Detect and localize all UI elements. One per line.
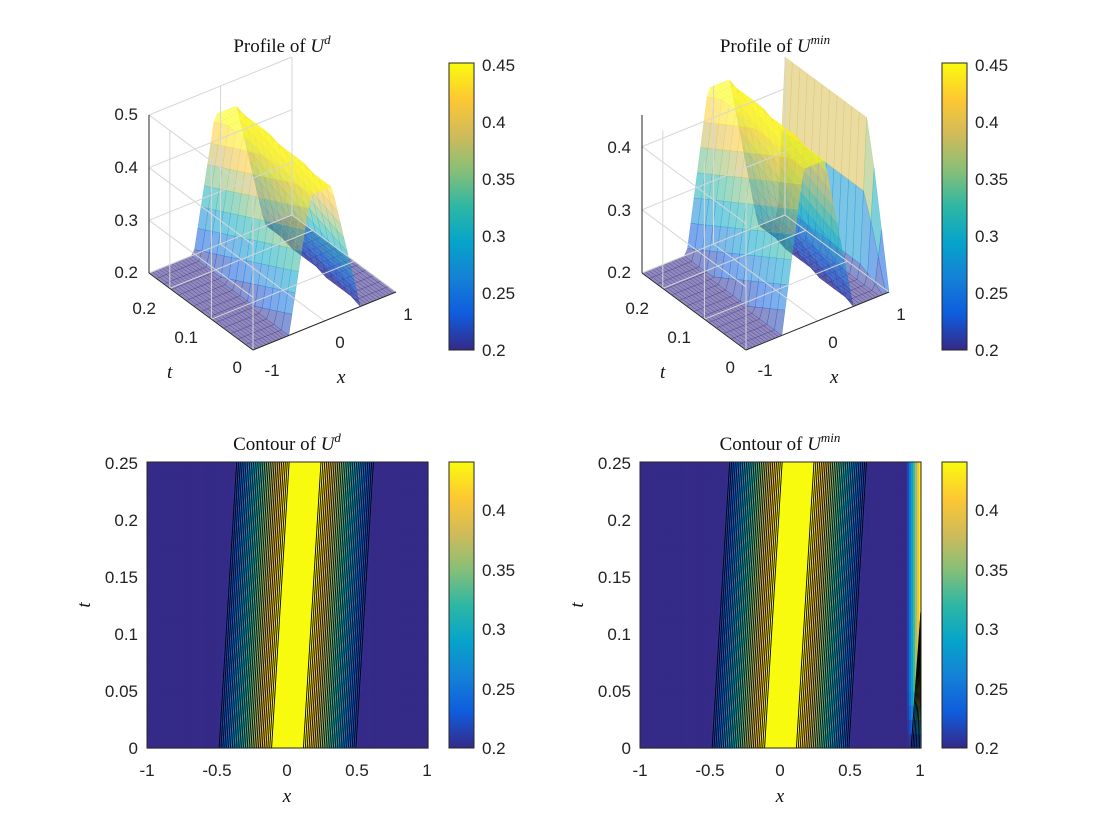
profile-ud-z-tick: 0.3 [114, 211, 138, 230]
profile-umin-cbar-tick: 0.3 [975, 227, 999, 246]
profile-ud-cbar-tick: 0.3 [482, 227, 506, 246]
profile-umin-z-tick: 0.4 [607, 138, 631, 157]
contour-ud-xlabel: x [282, 786, 292, 807]
profile-umin-x-tick: 0 [828, 333, 837, 352]
grid-line [148, 114, 254, 193]
profile-ud-t-tick: 0.2 [132, 299, 156, 318]
profile-umin-xlabel: x [829, 367, 839, 388]
contour-ud-y-tick: 0 [129, 739, 138, 758]
axis-line [148, 272, 254, 351]
profile-umin-panel: Profile of Umin 0.4 0.3 0.2 0 0.1 0.2 -1… [607, 32, 1008, 388]
profile-ud-cbar-tick: 0.2 [482, 341, 506, 360]
profile-umin-cbar-tick: 0.35 [975, 170, 1008, 189]
profile-ud-cbar-tick: 0.35 [482, 170, 515, 189]
profile-ud-t-tick: 0.1 [174, 328, 198, 347]
profile-umin-cbar-tick: 0.25 [975, 284, 1008, 303]
profile-umin-x-tick: 1 [896, 305, 905, 324]
contour-ud-fill [147, 462, 429, 749]
contour-ud-cbar-tick: 0.2 [482, 739, 506, 758]
contour-ud-x-tick: 0 [282, 761, 291, 780]
contour-umin-panel: Contour of Umin 0 0.05 0.1 0.15 0.2 0.25… [567, 430, 1008, 807]
profile-ud-z-tick: 0.4 [114, 158, 138, 177]
contour-ud-y-tick: 0.25 [105, 454, 138, 473]
profile-umin-x-tick: -1 [757, 361, 772, 380]
profile-ud-xlabel: x [336, 367, 346, 388]
contour-ud-cbar-tick: 0.25 [482, 680, 515, 699]
grid-line [148, 219, 254, 298]
contour-ud-panel: Contour of Ud 0 0.05 0.1 0.15 0.2 0.25 -… [74, 430, 515, 807]
contour-ud-ylabel: t [74, 602, 95, 608]
contour-ud-cbar-tick: 0.35 [482, 561, 515, 580]
profile-ud-x-tick: 0 [335, 333, 344, 352]
grid-line [148, 167, 254, 246]
profile-umin-cbar-tick: 0.2 [975, 341, 999, 360]
contour-umin-title: Contour of Umin [720, 430, 841, 455]
contour-ud-x-tick: -1 [139, 761, 154, 780]
profile-umin-t-tick: 0 [726, 358, 735, 377]
profile-ud-t-tick: 0 [233, 358, 242, 377]
contour-ud-x-tick: -0.5 [202, 761, 231, 780]
profile-ud-cbar-tick: 0.4 [482, 113, 506, 132]
profile-ud-cbar-tick: 0.45 [482, 56, 515, 75]
profile-ud-x-tick: -1 [264, 361, 279, 380]
contour-ud-y-tick: 0.1 [114, 625, 138, 644]
profile-ud-panel: Profile of Ud 0.5 0.4 0.3 0.2 0 0.1 0.2 … [114, 32, 515, 388]
profile-umin-t-tick: 0.2 [625, 299, 649, 318]
profile-ud-ylabel: t [167, 362, 173, 383]
grid-line [291, 214, 397, 293]
contour-ud-cbar-tick: 0.4 [482, 501, 506, 520]
profile-ud-z-tick: 0.2 [114, 263, 138, 282]
grid-line [220, 243, 325, 322]
profile-umin-cbar-tick: 0.45 [975, 56, 1008, 75]
contour-ud-y-tick: 0.05 [105, 682, 138, 701]
profile-umin-title: Profile of Umin [720, 32, 830, 57]
contour-ud-colorbar [448, 461, 475, 749]
profile-ud-z-tick: 0.5 [114, 105, 138, 124]
profile-umin-surface [641, 56, 890, 351]
profile-ud-x-tick: 1 [403, 305, 412, 324]
profile-ud-colorbar [448, 62, 475, 351]
profile-ud-title: Profile of Ud [233, 32, 331, 57]
contour-umin-fill [640, 462, 922, 749]
profile-umin-z-tick: 0.3 [607, 201, 631, 220]
axis-line [252, 291, 397, 351]
contour-ud-y-tick: 0.15 [105, 568, 138, 587]
profile-ud-axes [148, 56, 397, 351]
contour-ud-title: Contour of Ud [233, 430, 341, 455]
profile-umin-colorbar [941, 62, 968, 351]
profile-umin-z-tick: 0.2 [607, 263, 631, 282]
profile-umin-cbar-tick: 0.4 [975, 113, 999, 132]
contour-ud-y-tick: 0.2 [114, 511, 138, 530]
contour-ud-x-tick: 0.5 [345, 761, 369, 780]
profile-umin-t-tick: 0.1 [667, 328, 691, 347]
contour-ud-cbar-tick: 0.3 [482, 620, 506, 639]
profile-umin-ylabel: t [660, 362, 666, 383]
contour-ud-x-tick: 1 [422, 761, 431, 780]
profile-ud-cbar-tick: 0.25 [482, 284, 515, 303]
